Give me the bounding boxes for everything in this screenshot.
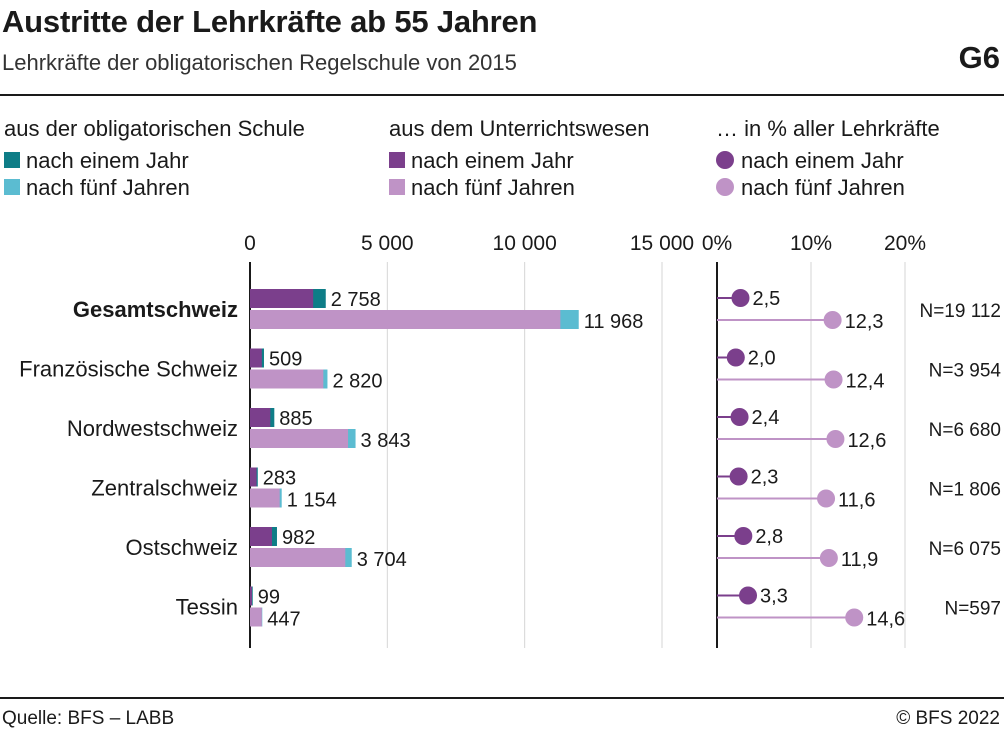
n-count-label: N=1 806 bbox=[929, 480, 1001, 501]
bar-unterricht-5jahre bbox=[250, 548, 346, 567]
pct-value-label: 2,4 bbox=[752, 407, 780, 429]
bar-value-label: 3 843 bbox=[361, 430, 411, 452]
category-label: Zentralschweiz bbox=[91, 476, 238, 501]
bar-unterricht-5jahre bbox=[250, 488, 280, 508]
bar-value-label: 509 bbox=[269, 349, 302, 371]
bar-value-label: 99 bbox=[258, 587, 280, 609]
bar-x-tick-label: 0 bbox=[244, 232, 256, 255]
category-label: Ostschweiz bbox=[126, 535, 238, 560]
n-count-label: N=6 680 bbox=[929, 420, 1001, 441]
pct-value-label: 2,8 bbox=[755, 526, 783, 548]
bar-unterricht-5jahre bbox=[250, 369, 324, 389]
pct-value-label: 11,9 bbox=[841, 549, 878, 571]
legend-label-unterricht-5: nach fünf Jahren bbox=[411, 175, 575, 200]
bar-unterricht-1jahr bbox=[250, 527, 272, 546]
bar-unterricht-5jahre bbox=[250, 310, 561, 329]
pct-x-tick-label: 10% bbox=[790, 232, 832, 255]
pct-value-label: 12,6 bbox=[847, 430, 886, 452]
legend-label-schule-1: nach einem Jahr bbox=[26, 148, 189, 173]
category-label: Tessin bbox=[176, 595, 238, 620]
category-label: Französische Schweiz bbox=[19, 357, 238, 382]
bar-unterricht-5jahre bbox=[250, 607, 262, 627]
bar-value-label: 885 bbox=[279, 408, 312, 430]
legend-heading-unterricht: aus dem Unterrichtswesen bbox=[389, 116, 650, 141]
source-note: Quelle: BFS – LABB bbox=[2, 708, 175, 729]
pct-value-label: 11,6 bbox=[838, 490, 875, 512]
bar-x-tick-label: 5 000 bbox=[361, 232, 414, 255]
header-rule bbox=[0, 94, 1004, 96]
legend-dot-prozent-5 bbox=[716, 178, 734, 196]
pct-dot-5jahre bbox=[826, 430, 845, 448]
bar-value-label: 447 bbox=[267, 609, 300, 631]
legend-dot-prozent-1 bbox=[716, 151, 734, 169]
bar-value-label: 11 968 bbox=[584, 311, 644, 333]
legend-label-unterricht-1: nach einem Jahr bbox=[411, 148, 574, 173]
pct-dot-5jahre bbox=[845, 608, 864, 627]
pct-x-tick-label: 0% bbox=[702, 232, 732, 255]
category-label: Gesamtschweiz bbox=[73, 297, 238, 322]
pct-value-label: 14,6 bbox=[866, 609, 905, 631]
pct-value-label: 2,0 bbox=[748, 348, 776, 370]
pct-dot-5jahre bbox=[824, 370, 843, 389]
chart-subtitle: Lehrkräfte der obligatorischen Regelschu… bbox=[2, 50, 517, 75]
pct-dot-1jahr bbox=[729, 467, 748, 486]
legend-swatch-schule-1 bbox=[4, 152, 20, 168]
bar-value-label: 2 758 bbox=[331, 289, 381, 311]
pct-x-tick-label: 20% bbox=[884, 232, 926, 255]
pct-dot-5jahre bbox=[817, 489, 836, 508]
pct-dot-1jahr bbox=[731, 289, 750, 307]
legend-swatch-schule-5 bbox=[4, 179, 20, 195]
legend-label-schule-5: nach fünf Jahren bbox=[26, 175, 190, 200]
chart-title: Austritte der Lehrkräfte ab 55 Jahren bbox=[2, 4, 538, 39]
bar-unterricht-1jahr bbox=[250, 467, 257, 487]
bar-unterricht-5jahre bbox=[250, 429, 349, 448]
legend-swatch-unterricht-1 bbox=[389, 152, 405, 168]
pct-dot-1jahr bbox=[734, 527, 753, 545]
pct-value-label: 2,3 bbox=[751, 467, 779, 489]
pct-value-label: 12,3 bbox=[845, 311, 884, 333]
pct-value-label: 2,5 bbox=[753, 288, 781, 310]
footer-rule bbox=[0, 697, 1004, 699]
bar-value-label: 3 704 bbox=[357, 549, 407, 571]
n-count-label: N=6 075 bbox=[929, 539, 1001, 560]
bar-value-label: 2 820 bbox=[332, 371, 382, 393]
bar-unterricht-1jahr bbox=[250, 586, 252, 606]
legend-label-prozent-5: nach fünf Jahren bbox=[741, 175, 905, 200]
category-label: Nordwestschweiz bbox=[67, 416, 238, 441]
bar-x-tick-label: 10 000 bbox=[493, 232, 557, 255]
pct-dot-1jahr bbox=[739, 586, 758, 605]
bar-value-label: 1 154 bbox=[287, 490, 337, 512]
bar-value-label: 982 bbox=[282, 527, 315, 549]
pct-dot-5jahre bbox=[823, 311, 842, 329]
n-count-label: N=597 bbox=[944, 599, 1001, 620]
bar-unterricht-1jahr bbox=[250, 348, 262, 368]
n-count-label: N=3 954 bbox=[929, 361, 1002, 382]
bar-unterricht-1jahr bbox=[250, 289, 314, 308]
pct-value-label: 12,4 bbox=[846, 371, 885, 393]
legend-heading-schule: aus der obligatorischen Schule bbox=[4, 116, 305, 141]
bar-value-label: 283 bbox=[263, 468, 296, 490]
legend-swatch-unterricht-5 bbox=[389, 179, 405, 195]
bar-unterricht-1jahr bbox=[250, 408, 271, 427]
pct-dot-1jahr bbox=[726, 348, 745, 367]
pct-dot-1jahr bbox=[730, 408, 749, 426]
copyright-note: © BFS 2022 bbox=[896, 708, 1000, 729]
pct-dot-5jahre bbox=[819, 549, 838, 567]
legend-heading-prozent: … in % aller Lehrkräfte bbox=[716, 116, 940, 141]
bar-x-tick-label: 15 000 bbox=[630, 232, 694, 255]
n-count-label: N=19 112 bbox=[919, 301, 1001, 322]
pct-value-label: 3,3 bbox=[760, 586, 788, 608]
chart-code: G6 bbox=[958, 40, 1000, 75]
legend-label-prozent-1: nach einem Jahr bbox=[741, 148, 904, 173]
